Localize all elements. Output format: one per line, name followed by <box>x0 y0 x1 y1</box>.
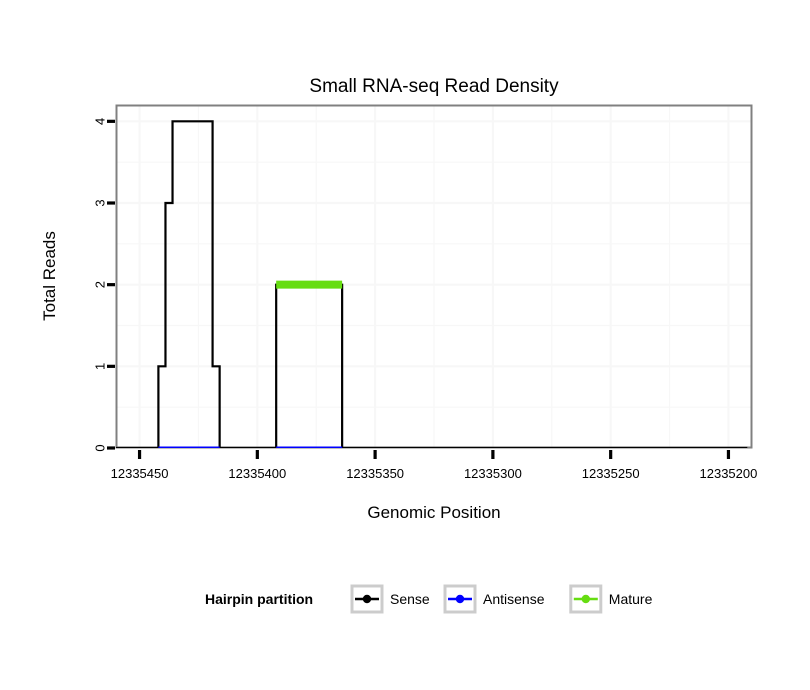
y-tick-label-2: 2 <box>93 281 108 288</box>
plot-panel <box>115 104 753 450</box>
legend-entries: Sense Antisense Mature <box>350 584 653 614</box>
y-tick-label-1: 1 <box>93 363 108 370</box>
legend-title: Hairpin partition <box>205 591 313 607</box>
x-tick-label-4: 12335250 <box>582 466 640 481</box>
legend-entry-sense[interactable]: Sense <box>350 584 430 614</box>
x-tick-label-1: 12335400 <box>228 466 286 481</box>
x-tick-label-0: 12335450 <box>111 466 169 481</box>
x-tick-label-2: 12335350 <box>346 466 404 481</box>
y-tick-label-3: 3 <box>93 199 108 206</box>
legend-entry-mature[interactable]: Mature <box>569 584 653 614</box>
legend-entry-antisense[interactable]: Antisense <box>443 584 545 614</box>
y-axis-title: Total Reads <box>40 231 59 321</box>
y-axis: 0 1 2 3 4 <box>93 118 115 452</box>
x-tick-label-3: 12335300 <box>464 466 522 481</box>
legend-key-point-antisense <box>455 594 465 604</box>
x-axis-title: Genomic Position <box>367 503 500 522</box>
data-series-layer <box>116 120 748 448</box>
x-axis: 12335450 12335400 12335350 12335300 12335250… <box>111 450 758 481</box>
legend-label-sense: Sense <box>390 591 430 607</box>
y-tick-label-0: 0 <box>93 444 108 451</box>
legend-key-point-mature <box>581 594 590 604</box>
x-tick-label-5: 12335200 <box>700 466 758 481</box>
legend-label-mature: Mature <box>609 591 653 607</box>
chart-title: Small RNA-seq Read Density <box>309 76 559 97</box>
legend-label-antisense: Antisense <box>483 591 545 607</box>
chart-legend: Hairpin partition Sense Antisense Mature <box>205 584 653 614</box>
y-tick-label-4: 4 <box>93 118 108 125</box>
legend-key-point-sense <box>362 594 372 604</box>
